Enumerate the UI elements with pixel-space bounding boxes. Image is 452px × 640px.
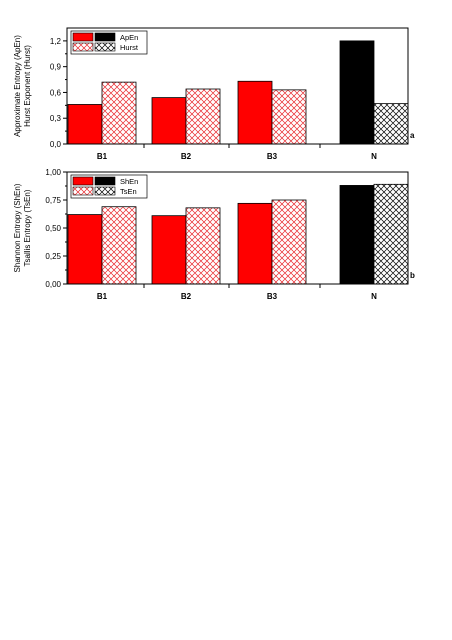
- x-tick-label: B1: [97, 292, 108, 301]
- legend-swatch: [94, 186, 116, 196]
- plot-frame: [66, 27, 409, 145]
- bar-apen-n: [339, 40, 375, 145]
- legend-label: Hurst: [120, 43, 139, 52]
- legend-swatch: [72, 176, 94, 186]
- y-tick-label: 0,9: [50, 63, 62, 72]
- y-axis-label: Hurst Exponent (Hurst): [23, 45, 32, 127]
- bar-shen-b2: [151, 215, 187, 285]
- bar-hurst-n: [373, 103, 409, 145]
- legend-swatch: [72, 186, 94, 196]
- legend-label: ApEn: [120, 33, 138, 42]
- legend-label: ShEn: [120, 177, 138, 186]
- y-tick-label: 0,6: [50, 88, 62, 97]
- y-tick-label: 0,00: [45, 280, 61, 289]
- bar-tsen-b3: [271, 199, 307, 285]
- bar-apen-b1: [67, 104, 103, 145]
- legend-swatch: [72, 32, 94, 42]
- bar-tsen-b1: [101, 206, 137, 285]
- legend-swatch: [94, 32, 116, 42]
- y-tick-label: 1,00: [45, 168, 61, 177]
- y-tick-label: 1,2: [50, 37, 62, 46]
- x-tick-label: B3: [267, 152, 278, 161]
- x-tick-label: B3: [267, 292, 278, 301]
- y-axis-label: Tsallis Entropy (TsEn): [23, 189, 32, 266]
- y-tick-label: 0,0: [50, 140, 62, 149]
- bar-hurst-b2: [185, 88, 221, 145]
- y-tick-label: 0,50: [45, 224, 61, 233]
- x-tick-label: B2: [181, 152, 192, 161]
- x-tick-label: N: [371, 292, 377, 301]
- panel-label: b: [410, 271, 415, 280]
- legend-swatch: [94, 42, 116, 52]
- bar-shen-n: [339, 185, 375, 285]
- panel-b: 0,00 0,25 0,50 0,75 1,00 B1 B2 B3 N Shannon Entro…: [13, 168, 415, 301]
- panel-label: a: [410, 131, 415, 140]
- legend-swatch: [72, 42, 94, 52]
- panel-a: 0,0 0,3 0,6 0,9 1,2 B1 B2 B3 N Approximate Entrop…: [13, 27, 415, 161]
- bar-tsen-n: [373, 183, 409, 285]
- x-tick-label: B2: [181, 292, 192, 301]
- bar-shen-b1: [67, 214, 103, 285]
- y-tick-label: 0,3: [50, 114, 62, 123]
- bar-shen-b3: [237, 202, 273, 285]
- bar-hurst-b1: [101, 81, 137, 145]
- bar-apen-b3: [237, 80, 273, 145]
- x-tick-label: N: [371, 152, 377, 161]
- bar-tsen-b2: [185, 207, 221, 285]
- y-axis-label: Approximate Entropy (ApEn): [13, 35, 22, 137]
- legend-label: TsEn: [120, 187, 137, 196]
- y-tick-label: 0,25: [45, 252, 61, 261]
- y-axis-label: Shannon Entropy (ShEn): [13, 183, 22, 272]
- bar-hurst-b3: [271, 89, 307, 145]
- legend-swatch: [94, 176, 116, 186]
- x-tick-label: B1: [97, 152, 108, 161]
- bar-apen-b2: [151, 97, 187, 145]
- y-tick-label: 0,75: [45, 196, 61, 205]
